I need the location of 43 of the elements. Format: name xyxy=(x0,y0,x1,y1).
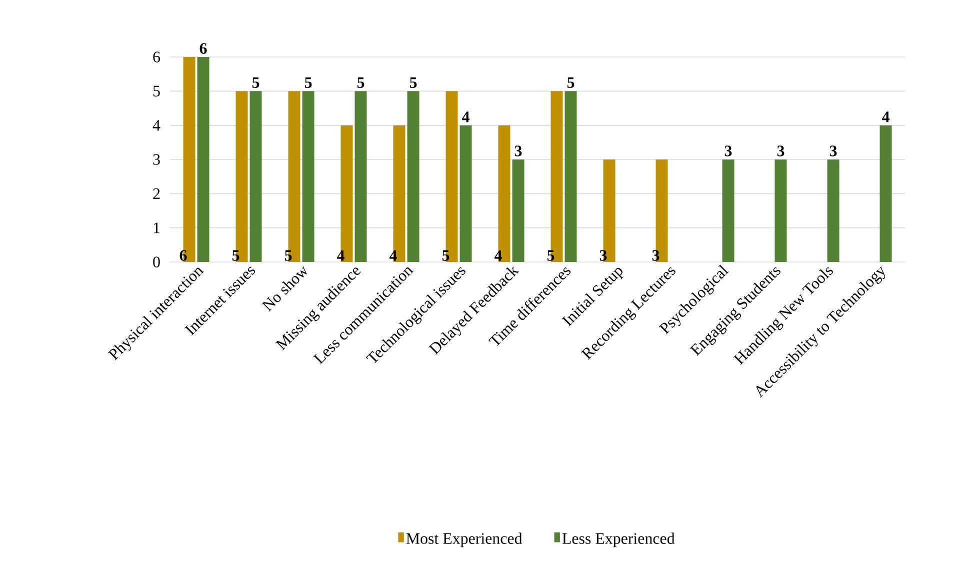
bar xyxy=(354,91,367,262)
y-tick-label: 0 xyxy=(153,256,160,268)
data-label: 5 xyxy=(284,250,292,261)
legend-label: Most Experienced xyxy=(406,532,522,548)
data-label: 5 xyxy=(567,77,574,88)
data-label: 3 xyxy=(600,250,607,261)
legend-label: Less Experienced xyxy=(562,532,675,548)
data-label: 4 xyxy=(462,112,470,122)
data-label: 5 xyxy=(304,77,312,88)
data-label: 5 xyxy=(252,77,260,88)
data-label: 4 xyxy=(494,250,502,261)
bar xyxy=(512,160,524,262)
data-label: 4 xyxy=(882,112,890,122)
bar xyxy=(197,57,210,262)
y-tick-label: 5 xyxy=(153,86,160,96)
bar xyxy=(722,160,734,262)
data-label: 3 xyxy=(724,146,732,156)
data-label: 6 xyxy=(180,250,187,261)
bar xyxy=(774,160,787,262)
y-tick-label: 1 xyxy=(154,222,160,234)
data-label: 5 xyxy=(357,77,364,88)
y-tick-label: 3 xyxy=(153,154,160,165)
y-tick-label: 6 xyxy=(153,52,160,62)
y-tick-label: 2 xyxy=(153,188,160,199)
data-label: 6 xyxy=(200,43,207,54)
bar xyxy=(250,91,262,262)
bar xyxy=(302,91,314,262)
bar xyxy=(564,91,577,262)
data-label: 5 xyxy=(232,250,240,261)
bar xyxy=(460,125,472,262)
data-label: 4 xyxy=(336,250,344,261)
data-label: 3 xyxy=(652,250,660,261)
data-label: 5 xyxy=(442,250,450,261)
bar xyxy=(827,160,840,262)
y-tick-label: 4 xyxy=(152,120,160,131)
data-label: 5 xyxy=(547,250,554,261)
data-label: 5 xyxy=(410,77,417,88)
data-label: 4 xyxy=(389,250,397,261)
bar xyxy=(880,125,892,262)
data-label: 3 xyxy=(514,146,522,156)
data-label: 3 xyxy=(777,146,784,156)
data-label: 3 xyxy=(830,146,837,156)
bar xyxy=(407,91,420,262)
